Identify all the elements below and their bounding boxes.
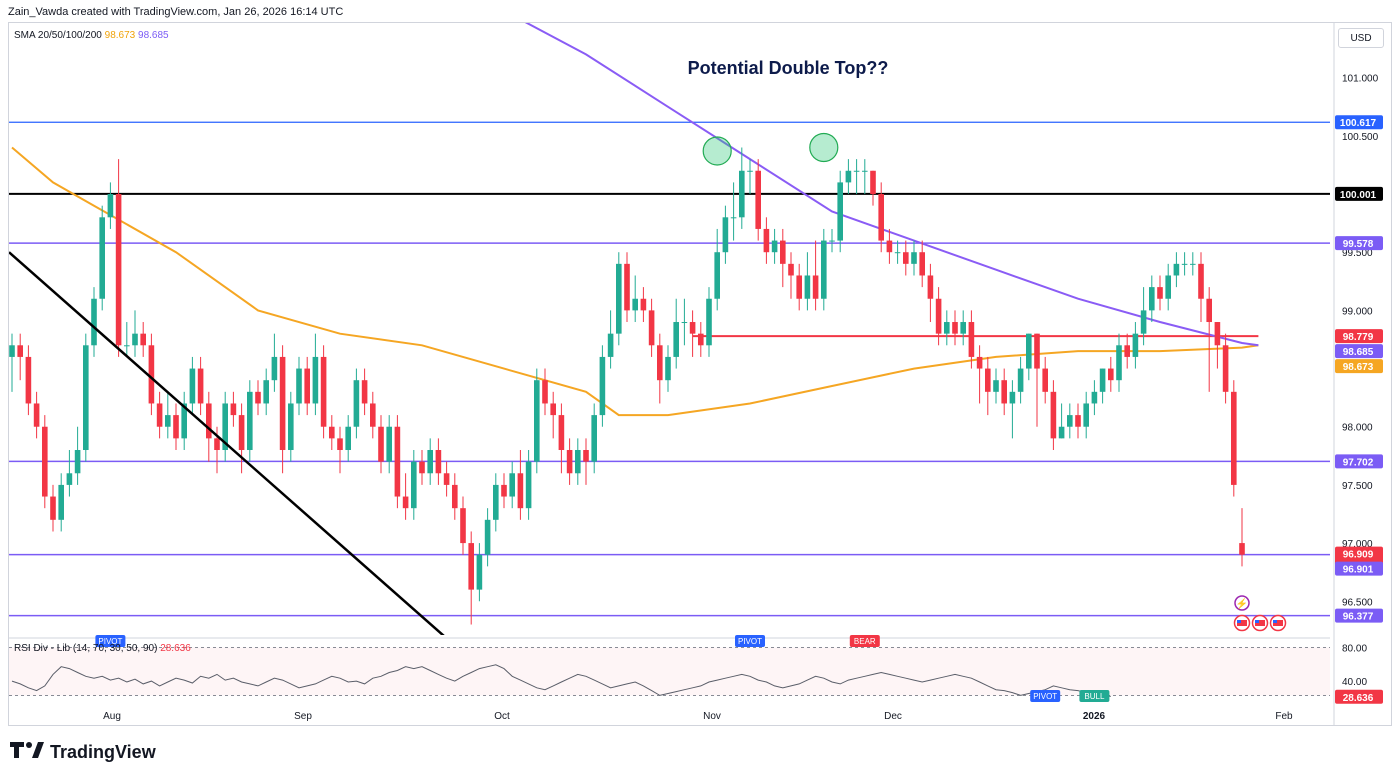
rsi-legend[interactable]: RSI Div - Lib (14, 70, 30, 50, 90) 28.63… xyxy=(14,643,191,654)
tradingview-logo[interactable]: TradingView xyxy=(10,741,156,764)
rsi-label: RSI Div - Lib (14, 70, 30, 50, 90) xyxy=(14,643,158,654)
currency-button[interactable]: USD xyxy=(1338,28,1384,48)
sma-value-purple: 98.685 xyxy=(138,30,169,41)
chart-frame xyxy=(8,22,1392,726)
chart-credit: Zain_Vawda created with TradingView.com,… xyxy=(8,6,344,18)
sma-label: SMA 20/50/100/200 xyxy=(14,30,102,41)
tradingview-brand-name: TradingView xyxy=(50,742,156,762)
tradingview-logo-icon xyxy=(10,741,44,764)
sma-legend[interactable]: SMA 20/50/100/200 98.673 98.685 xyxy=(14,30,169,41)
rsi-value: 28.636 xyxy=(160,643,191,654)
sma-value-orange: 98.673 xyxy=(104,30,136,41)
